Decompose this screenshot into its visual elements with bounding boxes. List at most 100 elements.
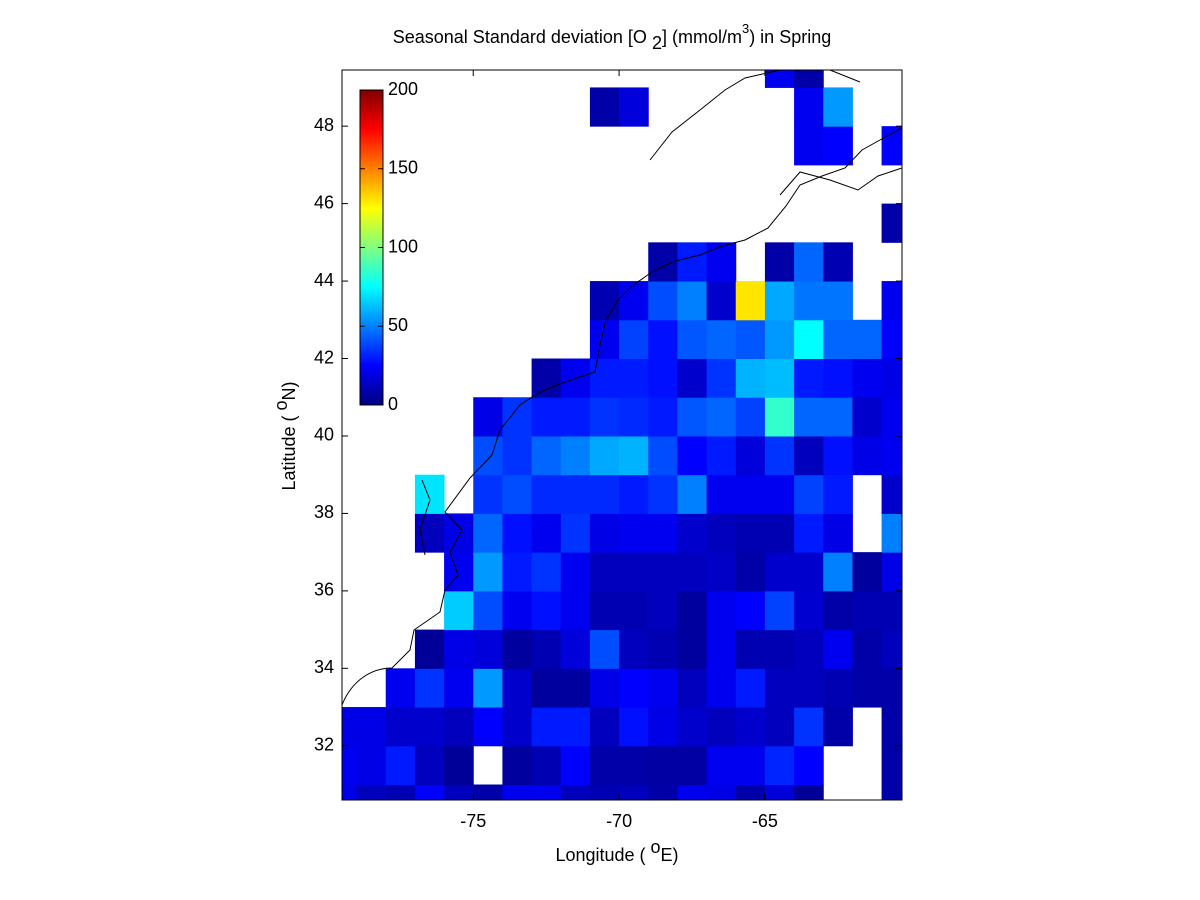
heatmap-cell [881,281,902,321]
title-part: 3 [742,21,749,36]
heatmap-cell [473,707,503,747]
heatmap-cell [385,784,416,800]
heatmap-cell [764,242,795,282]
heatmap-cell [648,281,678,321]
chart-title: Seasonal Standard deviation [O 2] (mmol/… [393,21,831,52]
heatmap-cell [735,668,766,708]
heatmap-cell [794,590,824,631]
heatmap-cell [619,513,649,553]
heatmap-cell [852,358,883,398]
heatmap-cell [764,552,795,592]
y-tick-label: 42 [314,347,334,367]
heatmap-cell [502,435,533,476]
heatmap-cell [794,70,824,88]
heatmap-cell [560,435,591,476]
heatmap-cell [764,668,795,708]
heatmap-cell [735,358,766,398]
heatmap-cell [531,358,562,398]
heatmap-cell [881,552,902,592]
heatmap-cell [648,397,678,437]
heatmap-cell [706,242,737,282]
colorbar-tick-label: 100 [388,236,418,256]
heatmap-cell [823,552,853,592]
heatmap-cell [706,474,737,514]
heatmap-cell [414,745,445,786]
heatmap-cell [706,707,737,747]
y-tick-label: 48 [314,115,334,135]
heatmap-cell [619,397,649,437]
heatmap-cell [560,629,591,669]
colorbar-tick-label: 150 [388,158,418,178]
heatmap-cell [444,590,474,631]
heatmap-cell [589,707,620,747]
heatmap-cell [473,629,503,669]
heatmap-cell [473,784,503,800]
heatmap-cell [356,745,387,786]
heatmap-cell [356,707,387,747]
y-tick-label: 40 [314,425,334,445]
label-part: N) [279,381,299,400]
heatmap-cell [794,745,824,786]
heatmap-cell [764,784,795,800]
heatmap-cell [648,707,678,747]
heatmap-cell [648,552,678,592]
label-part: E) [661,845,679,865]
y-tick-label: 38 [314,502,334,522]
heatmap-cell [706,552,737,592]
heatmap-cell [589,590,620,631]
colorbar-tick-label: 200 [388,79,418,99]
heatmap-cell [502,629,533,669]
y-axis-label: Latitude ( oN) [271,381,299,490]
heatmap-cell [560,513,591,553]
heatmap-cell [823,668,853,708]
y-tick-label: 32 [314,735,334,755]
heatmap-cell [794,281,824,321]
heatmap-cell [414,784,445,800]
heatmap-cell [502,784,533,800]
heatmap-cell [677,590,708,631]
heatmap-cell [794,629,824,669]
heatmap-cell [677,397,708,437]
x-tick-label: -75 [460,811,486,831]
heatmap-cell [619,87,649,127]
heatmap-cell [764,707,795,747]
heatmap-cell [560,590,591,631]
x-tick-label: -70 [606,811,632,831]
heatmap-cell [794,552,824,592]
heatmap-cell [706,668,737,708]
heatmap-cell [706,319,737,360]
heatmap-cell [444,707,474,747]
heatmap-cell [677,319,708,360]
heatmap-cell [677,358,708,398]
heatmap-cell [823,319,853,360]
heatmap-cell [619,358,649,398]
heatmap-cell [589,629,620,669]
heatmap-cell [589,668,620,708]
heatmap-cell [794,358,824,398]
heatmap-cell [823,435,853,476]
heatmap-cell [531,397,562,437]
heatmap-cell [473,435,503,476]
heatmap-cell [764,590,795,631]
heatmap-cell [823,281,853,321]
heatmap-cell [531,745,562,786]
heatmap-cell [589,513,620,553]
heatmap-cell [619,590,649,631]
heatmap-cell [531,668,562,708]
heatmap-cell [502,397,533,437]
plot-frame [341,69,903,801]
heatmap-cell [589,435,620,476]
heatmap-cell [881,319,902,360]
title-part: Seasonal Standard deviation [O [393,27,647,47]
heatmap-cell [706,281,737,321]
heatmap-cell [502,513,533,553]
heatmap-cell [356,784,387,800]
heatmap-cell [531,590,562,631]
heatmap-cell [852,668,883,708]
heatmap-cells [342,70,902,800]
heatmap-cell [706,745,737,786]
title-part: ] (mmol/m [662,27,742,47]
heatmap-cell [444,513,474,553]
heatmap-cell [502,745,533,786]
heatmap-cell [648,435,678,476]
